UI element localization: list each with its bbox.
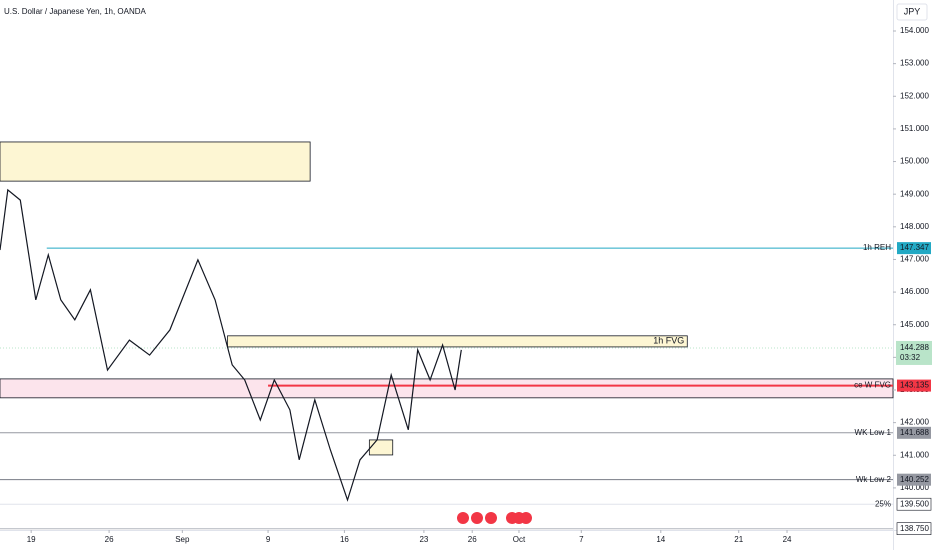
last-price-value: 144.288	[900, 343, 929, 352]
zone-label: 1h FVG	[653, 336, 684, 346]
level-name: 1h REH	[863, 243, 891, 252]
level-value: 138.750	[900, 524, 929, 533]
y-tick-label: 146.000	[900, 287, 929, 296]
zone	[0, 378, 894, 399]
x-tick-label: 16	[340, 535, 349, 544]
y-tick-label: 150.000	[900, 157, 929, 166]
level-value: 141.688	[900, 428, 929, 437]
x-tick-label: 9	[266, 535, 271, 544]
level-tag	[897, 426, 931, 439]
price-line	[0, 188, 462, 502]
level-value: 139.500	[900, 499, 929, 508]
y-tick-label: 148.000	[900, 222, 929, 231]
zone	[368, 439, 394, 456]
last-price-countdown: 03:32	[900, 353, 921, 362]
x-tick-label: Sep	[175, 535, 190, 544]
level-tag	[897, 242, 931, 255]
x-tick-label: 14	[656, 535, 665, 544]
y-tick-label: 154.000	[900, 26, 929, 35]
level-value: 147.347	[900, 243, 929, 252]
x-tick-label: 26	[105, 535, 114, 544]
currency[interactable]: JPY	[904, 6, 921, 16]
level-tag	[896, 522, 932, 535]
y-tick-label: 149.000	[900, 189, 929, 198]
chart-title: U.S. Dollar / Japanese Yen, 1h, OANDA	[4, 7, 147, 16]
x-tick-label: Oct	[513, 535, 526, 544]
x-tick-label: 26	[468, 535, 477, 544]
y-tick-label: 141.000	[900, 450, 929, 459]
level-tag	[897, 473, 931, 486]
level-value: 143.135	[900, 381, 929, 390]
y-tick-label: 142.000	[900, 418, 929, 427]
last-price-tag	[896, 340, 932, 365]
level-name: 25%	[875, 499, 891, 508]
y-tick-label: 152.000	[900, 91, 929, 100]
level-tag	[896, 497, 932, 511]
x-tick-label: 7	[579, 535, 584, 544]
x-tick-label: 19	[27, 535, 36, 544]
y-tick-label: 145.000	[900, 320, 929, 329]
x-tick-label: 23	[419, 535, 428, 544]
y-tick-label: 140.000	[900, 483, 929, 492]
event-icons[interactable]	[457, 512, 532, 524]
x-tick-label: 21	[734, 535, 743, 544]
level-name: ce W FVG	[854, 381, 891, 390]
level-value: 140.252	[900, 475, 929, 484]
y-tick-label: 147.000	[900, 255, 929, 264]
zone	[227, 335, 688, 348]
y-tick-label: 153.000	[900, 59, 929, 68]
currency-box[interactable]	[896, 3, 928, 21]
level-name: WK Low 1	[855, 428, 892, 437]
x-tick-label: 24	[783, 535, 792, 544]
y-tick-label: 151.000	[900, 124, 929, 133]
level-name: Wk Low 2	[856, 475, 892, 484]
zone	[0, 141, 311, 182]
level-tag	[897, 379, 931, 392]
